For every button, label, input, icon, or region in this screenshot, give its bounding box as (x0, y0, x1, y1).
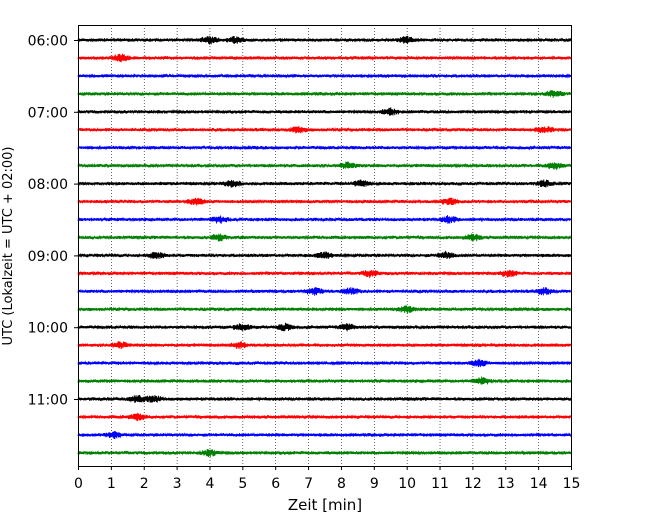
trace-0915 (77, 269, 572, 278)
y-tick-label: 06:00 (28, 34, 68, 50)
trace-1115 (77, 412, 572, 422)
x-tick-label: 7 (304, 476, 313, 492)
seismic-traces (77, 35, 572, 458)
x-tick-label: 13 (497, 476, 515, 492)
x-tick-label: 12 (464, 476, 482, 492)
x-tick-label: 15 (563, 476, 581, 492)
y-tick-label: 07:00 (28, 105, 68, 121)
trace-0845 (77, 233, 572, 242)
y-tick-label: 11:00 (28, 393, 68, 409)
y-axis-label: UTC (Lokalzeit = UTC + 02:00) (1, 147, 16, 346)
trace-1045 (77, 376, 572, 385)
x-tick-label: 5 (238, 476, 247, 492)
trace-1030 (77, 358, 572, 368)
x-tick-label: 1 (107, 476, 116, 492)
x-tick-label: 11 (431, 476, 449, 492)
trace-0715 (77, 125, 572, 134)
x-tick-label: 14 (530, 476, 548, 492)
y-tick-label: 09:00 (28, 249, 68, 265)
x-tick-label: 8 (337, 476, 346, 492)
trace-1145 (77, 449, 572, 458)
x-tick-label: 6 (271, 476, 280, 492)
trace-0900 (77, 250, 572, 260)
x-tick-label: 0 (74, 476, 83, 492)
trace-0700 (77, 107, 572, 116)
trace-0630 (77, 73, 572, 79)
trace-1130 (77, 431, 572, 440)
plot-frame (78, 25, 572, 467)
x-tick-label: 2 (140, 476, 149, 492)
trace-0830 (77, 215, 572, 224)
trace-0815 (77, 197, 572, 206)
trace-0730 (77, 144, 572, 151)
trace-1015 (77, 341, 572, 350)
trace-1000 (77, 322, 572, 332)
trace-1100 (77, 394, 572, 403)
trace-0600 (77, 35, 572, 45)
y-tick-label: 08:00 (28, 177, 68, 193)
y-axis-ticks: 06:00 07:00 08:00 09:00 10:00 11:00 (28, 34, 78, 409)
trace-0615 (77, 53, 572, 63)
x-tick-label: 3 (173, 476, 182, 492)
x-tick-label: 10 (398, 476, 416, 492)
trace-0945 (77, 305, 572, 314)
x-axis-label: Zeit [min] (288, 496, 362, 514)
x-tick-label: 4 (206, 476, 215, 492)
trace-0645 (77, 90, 572, 98)
trace-0930 (77, 287, 572, 296)
trace-0800 (77, 179, 572, 188)
x-tick-label: 9 (370, 476, 379, 492)
x-axis-ticks: 0 1 2 3 4 5 6 7 8 9 10 11 12 13 14 15 (74, 466, 580, 492)
trace-0745 (77, 161, 572, 170)
y-tick-label: 10:00 (28, 321, 68, 337)
